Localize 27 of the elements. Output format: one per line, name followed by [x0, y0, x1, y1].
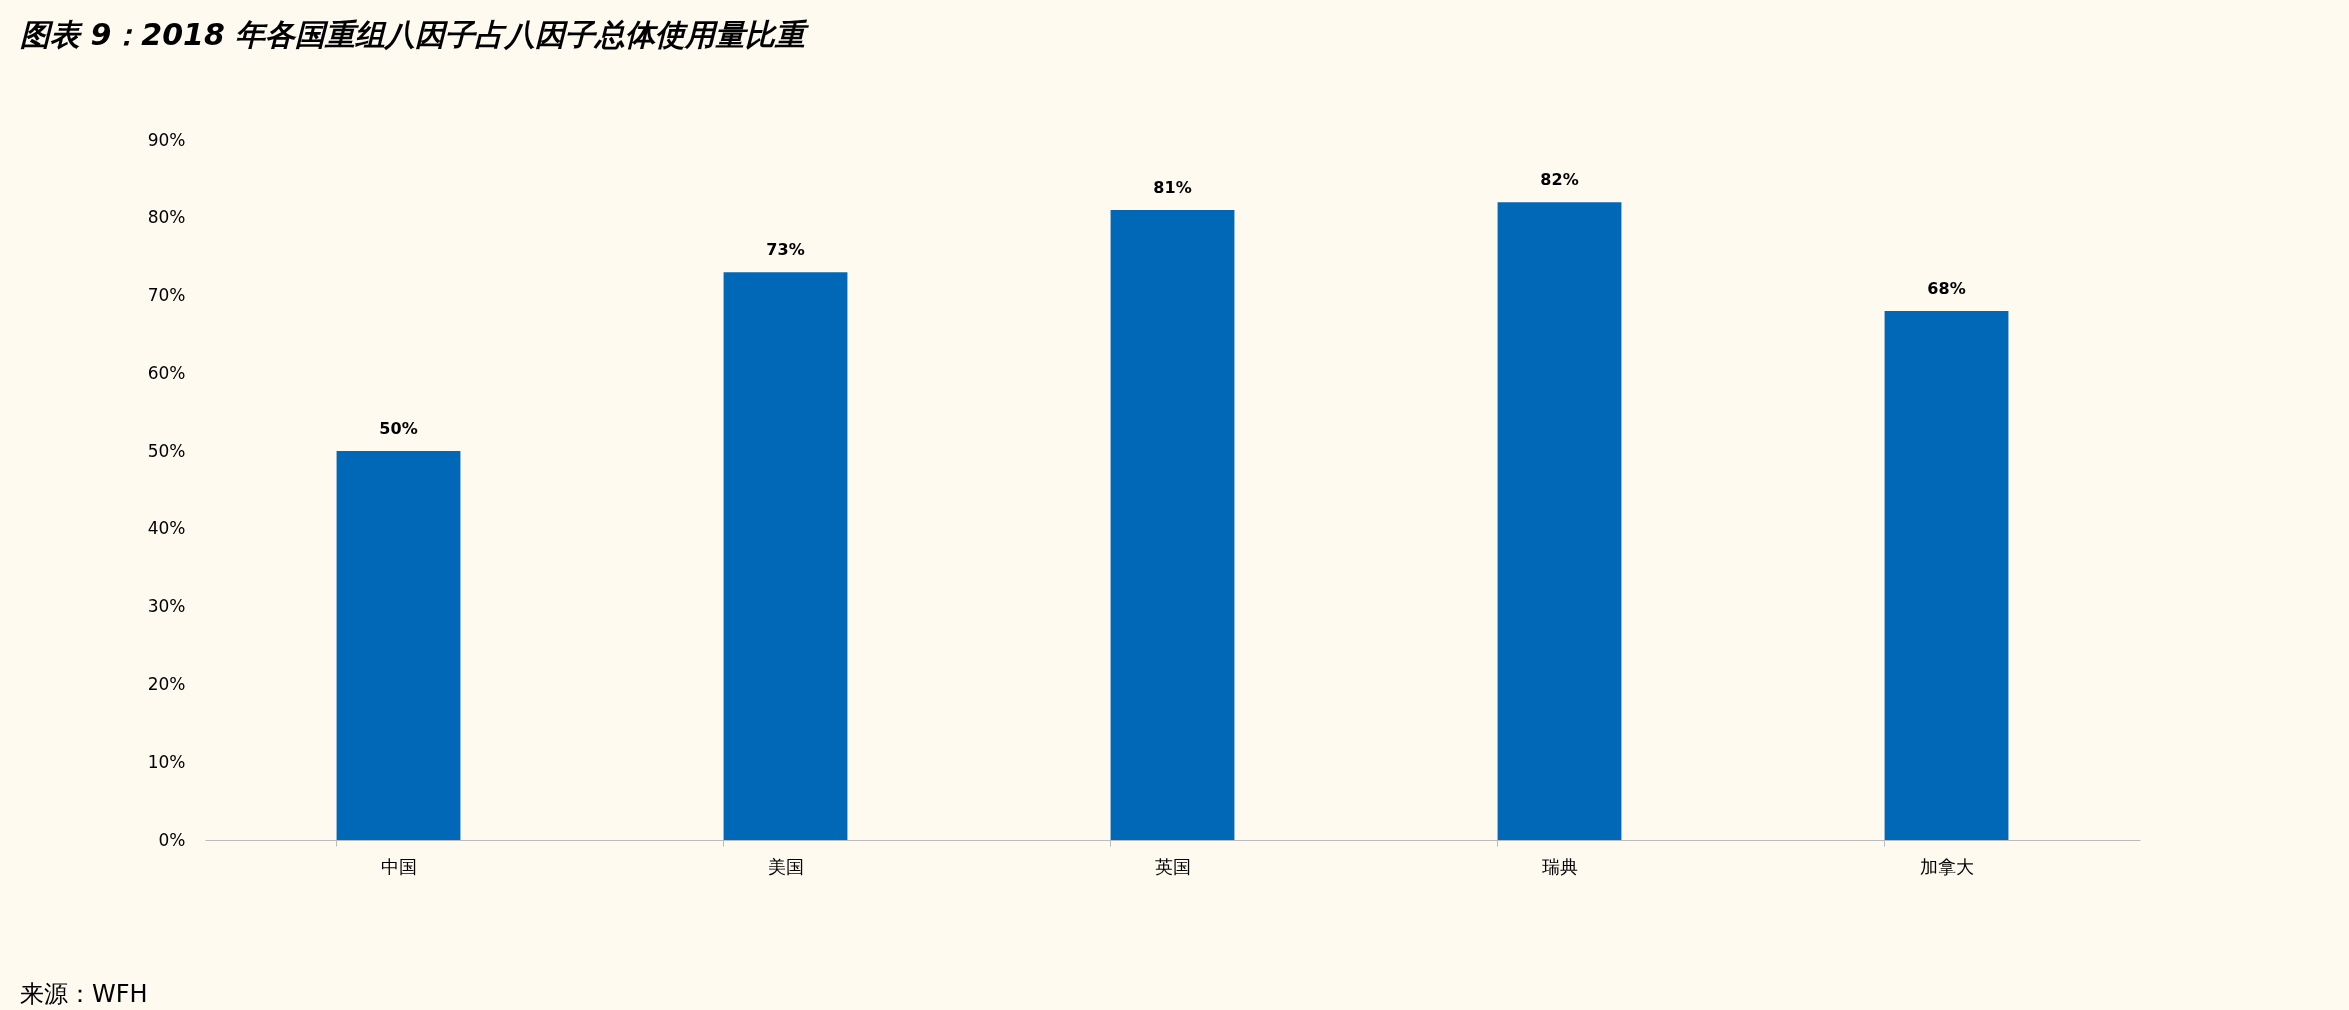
x-tick-label: 加拿大 — [1919, 855, 1974, 877]
x-tick-label: 中国 — [380, 855, 417, 877]
bar — [1110, 210, 1235, 840]
y-tick-label: 80% — [147, 207, 186, 228]
y-tick-label: 40% — [147, 518, 186, 539]
y-tick-label: 90% — [147, 129, 186, 150]
y-tick-label: 70% — [147, 285, 186, 306]
y-tick-label: 20% — [147, 673, 186, 694]
bar — [336, 451, 461, 840]
data-label: 73% — [766, 240, 805, 260]
x-tick-label: 美国 — [767, 855, 804, 877]
chart-title: 图表 9：2018 年各国重组八因子占八因子总体使用量比重 — [20, 17, 811, 52]
y-tick-label: 0% — [158, 829, 186, 850]
y-tick-label: 10% — [147, 751, 186, 772]
bar — [1884, 311, 2009, 840]
data-label: 82% — [1540, 170, 1579, 190]
y-tick-label: 30% — [147, 596, 186, 617]
source-note: 来源：WFH — [20, 980, 148, 1008]
y-tick-label: 60% — [147, 362, 186, 383]
bar — [723, 272, 848, 840]
x-tick-label: 瑞典 — [1541, 855, 1578, 877]
x-tick-label: 英国 — [1154, 855, 1191, 877]
y-tick-label: 50% — [147, 440, 186, 461]
data-label: 81% — [1153, 178, 1192, 197]
bar — [1497, 202, 1622, 840]
data-label: 68% — [1927, 279, 1966, 299]
data-label: 50% — [379, 419, 418, 439]
